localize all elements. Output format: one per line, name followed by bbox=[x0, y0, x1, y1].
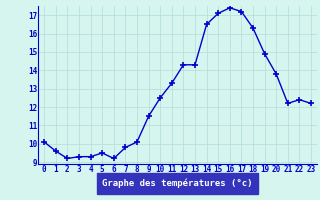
X-axis label: Graphe des températures (°c): Graphe des températures (°c) bbox=[102, 179, 253, 188]
